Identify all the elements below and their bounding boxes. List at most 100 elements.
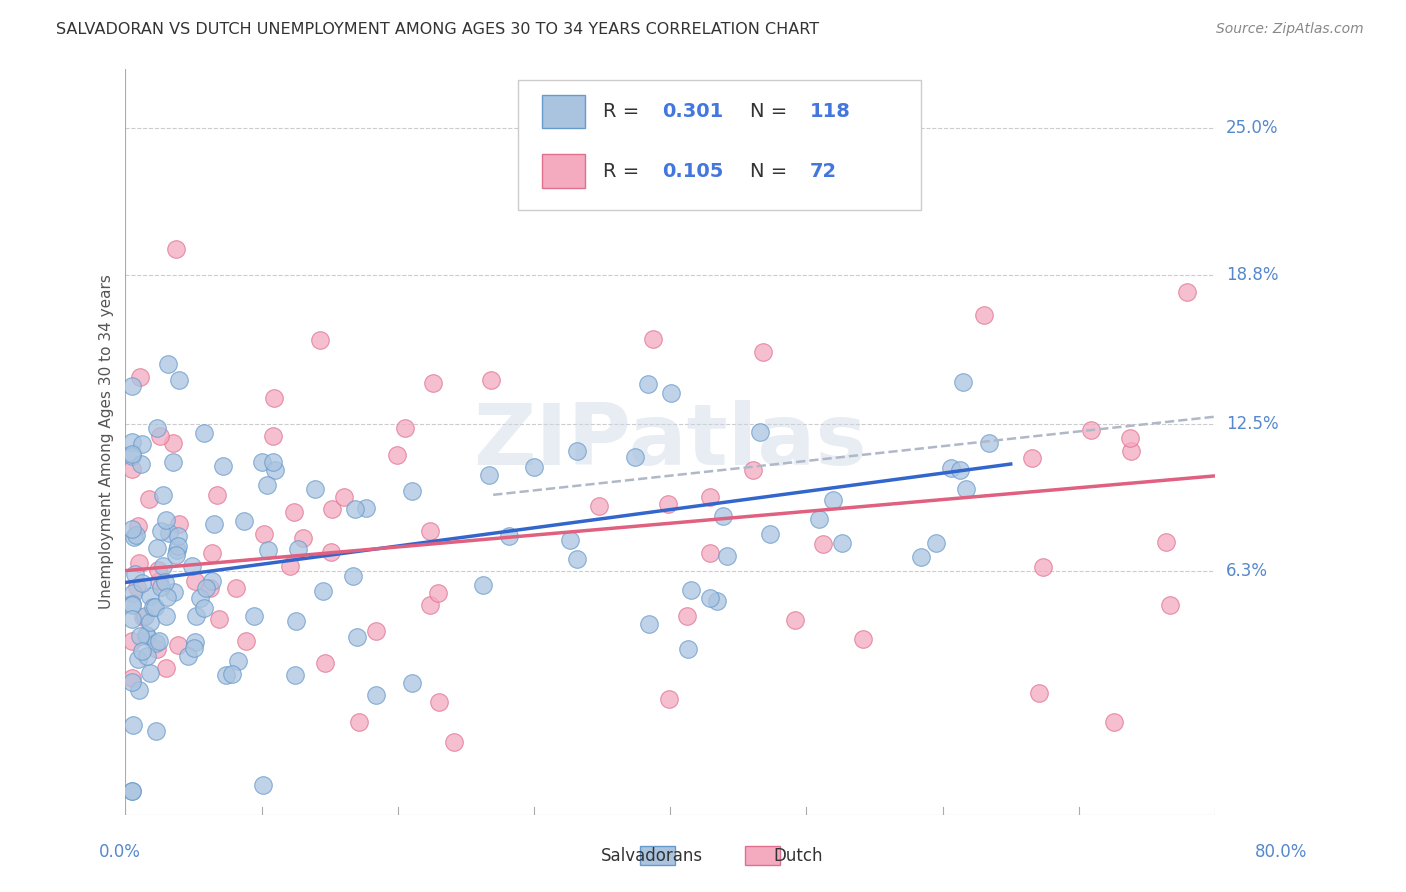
Point <box>716 549 738 564</box>
Point <box>612 132 634 146</box>
Point <box>565 443 588 458</box>
Point <box>166 542 188 557</box>
Text: N =: N = <box>749 161 793 180</box>
Point <box>638 617 661 632</box>
Point <box>129 629 152 643</box>
Point <box>657 497 679 511</box>
Point <box>304 482 326 496</box>
Text: 0.301: 0.301 <box>662 102 724 121</box>
Point <box>129 370 152 384</box>
Point <box>478 467 501 482</box>
Point <box>121 674 143 689</box>
Text: R =: R = <box>603 102 645 121</box>
Point <box>1118 432 1140 446</box>
Point <box>167 516 190 531</box>
Text: 0.105: 0.105 <box>662 161 724 180</box>
Point <box>232 515 254 529</box>
Point <box>235 634 257 648</box>
Point <box>221 666 243 681</box>
Point <box>427 695 450 709</box>
Text: 18.8%: 18.8% <box>1226 266 1278 284</box>
Point <box>443 735 465 749</box>
Point <box>253 526 276 541</box>
Text: 12.5%: 12.5% <box>1226 415 1278 433</box>
Point <box>163 585 186 599</box>
Point <box>263 463 285 477</box>
Point <box>152 558 174 573</box>
Point <box>208 611 231 625</box>
Point <box>184 574 207 588</box>
Point <box>122 586 145 600</box>
Point <box>637 376 659 391</box>
Point <box>121 671 143 685</box>
Point <box>284 614 307 628</box>
Point <box>676 641 699 656</box>
Point <box>783 614 806 628</box>
Point <box>146 562 169 576</box>
Point <box>145 636 167 650</box>
Point <box>128 556 150 570</box>
Text: Salvadorans: Salvadorans <box>600 847 703 865</box>
Point <box>121 522 143 536</box>
Point <box>658 691 681 706</box>
Point <box>184 608 207 623</box>
Point <box>139 666 162 681</box>
Point <box>479 373 502 387</box>
Point <box>422 376 444 390</box>
Point <box>121 784 143 798</box>
Point <box>146 541 169 555</box>
Point <box>121 612 143 626</box>
Y-axis label: Unemployment Among Ages 30 to 34 years: Unemployment Among Ages 30 to 34 years <box>100 274 114 609</box>
Point <box>155 661 177 675</box>
Point <box>823 493 845 508</box>
Point <box>262 455 284 469</box>
Text: Dutch: Dutch <box>773 847 823 865</box>
Point <box>257 543 280 558</box>
Point <box>1175 285 1198 299</box>
Point <box>155 513 177 527</box>
Point <box>157 526 180 541</box>
Point <box>193 600 215 615</box>
Point <box>1021 450 1043 465</box>
Point <box>122 530 145 544</box>
Point <box>659 386 682 401</box>
Point <box>121 784 143 798</box>
Point <box>131 644 153 658</box>
Point <box>177 649 200 664</box>
Point <box>343 502 366 516</box>
Point <box>278 559 301 574</box>
Point <box>131 576 153 591</box>
Point <box>364 624 387 638</box>
Point <box>135 648 157 663</box>
Point <box>284 668 307 682</box>
Point <box>699 490 721 504</box>
Point <box>132 610 155 624</box>
Point <box>195 581 218 595</box>
Point <box>155 608 177 623</box>
Point <box>165 548 187 562</box>
Point <box>169 373 191 387</box>
Point <box>312 583 335 598</box>
Point <box>139 589 162 603</box>
Point <box>560 533 582 547</box>
Point <box>807 512 830 526</box>
Text: 72: 72 <box>810 161 837 180</box>
Point <box>136 629 159 643</box>
Point <box>319 545 342 559</box>
Point <box>215 668 238 682</box>
Point <box>955 482 977 496</box>
Point <box>385 449 408 463</box>
Point <box>149 580 172 594</box>
Point <box>121 449 143 463</box>
Point <box>1154 535 1177 549</box>
Point <box>135 628 157 642</box>
Point <box>207 488 229 502</box>
Point <box>184 635 207 649</box>
Point <box>759 527 782 541</box>
Point <box>256 478 278 492</box>
Point <box>364 689 387 703</box>
Point <box>977 435 1000 450</box>
Point <box>193 426 215 441</box>
Point <box>401 484 423 499</box>
Point <box>262 429 284 443</box>
